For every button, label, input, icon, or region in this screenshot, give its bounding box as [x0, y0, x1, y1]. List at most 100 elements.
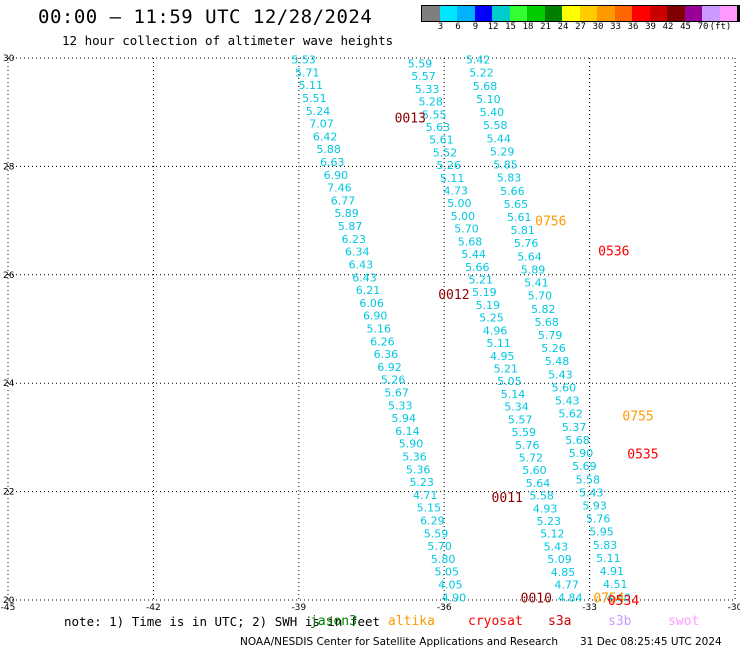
- scale-label: 24: [557, 22, 569, 32]
- chart-tick-labels: -45 -42 -39 -36 -33 -30 20 22 24 26 28 30: [1, 54, 740, 610]
- data-point-label: 5.43: [579, 486, 604, 499]
- data-point-label: 5.43: [548, 368, 573, 381]
- data-point-label: 6.23: [341, 233, 366, 246]
- scale-label: 45: [680, 22, 691, 32]
- data-point-label: 5.95: [589, 526, 614, 539]
- scale-swatch: [457, 6, 475, 21]
- scale-label: 12: [487, 22, 499, 32]
- time-label: 0011: [492, 491, 523, 506]
- scale-swatch: [562, 6, 580, 21]
- data-point-label: 5.40: [480, 106, 505, 119]
- data-point-label: 5.36: [402, 450, 427, 463]
- data-point-label: 5.90: [569, 447, 594, 460]
- data-point-label: 5.68: [565, 434, 590, 447]
- data-point-label: 4.96: [483, 324, 508, 337]
- data-point-label: 5.21: [469, 274, 494, 287]
- data-point-label: 5.16: [367, 322, 392, 335]
- time-label: 0755: [622, 410, 653, 425]
- data-point-label: 6.21: [356, 284, 381, 297]
- data-point-label: 7.07: [309, 118, 334, 131]
- data-point-label: 5.41: [524, 277, 549, 290]
- scale-swatch: [667, 6, 685, 21]
- y-tick-label: 22: [3, 488, 14, 498]
- satellite-legend: jason3 altika cryosat s3a s3b swot: [0, 614, 740, 630]
- data-point-label: 5.29: [490, 145, 515, 158]
- data-point-label: 5.68: [473, 80, 498, 93]
- x-tick-label: -33: [582, 603, 597, 610]
- scale-swatch: [492, 6, 510, 21]
- data-point-label: 5.71: [295, 66, 320, 79]
- data-point-label: 5.26: [381, 374, 406, 387]
- data-point-label: 5.63: [426, 121, 451, 134]
- scale-swatch: [614, 6, 632, 21]
- data-point-label: 5.43: [544, 540, 569, 553]
- data-point-label: 5.61: [507, 211, 532, 224]
- data-point-label: 5.05: [434, 566, 459, 579]
- data-point-label: 5.94: [392, 412, 417, 425]
- scale-label: 33: [610, 22, 621, 32]
- data-point-label: 4.84: [558, 591, 583, 604]
- data-point-label: 5.51: [302, 92, 327, 105]
- data-point-label: 5.11: [486, 337, 511, 350]
- data-point-label: 4.05: [438, 578, 463, 591]
- x-tick-label: -45: [1, 603, 16, 610]
- data-point-label: 5.70: [427, 540, 452, 553]
- scale-swatch: [422, 6, 440, 21]
- data-point-label: 5.60: [522, 464, 547, 477]
- color-scale-labels: 3 6 9 12 15 18 21 24 27 30 33 36 39 42 45 70 (ft): [421, 22, 740, 34]
- credit-text: NOAA/NESDIS Center for Satellite Applica…: [240, 636, 558, 648]
- x-tick-label: -36: [437, 603, 452, 610]
- legend-entry-jason3: jason3: [310, 614, 357, 629]
- data-point-label: 5.58: [483, 119, 508, 132]
- scale-label: 9: [472, 22, 479, 32]
- timestamp-text: 31 Dec 08:25:45 UTC 2024: [580, 636, 722, 648]
- data-point-label: 5.52: [433, 146, 458, 159]
- data-point-label: 5.33: [388, 399, 413, 412]
- data-point-label: 5.57: [411, 70, 436, 83]
- time-label: 0534: [608, 594, 639, 609]
- scale-swatch: [632, 6, 650, 21]
- data-point-label: 5.14: [501, 388, 526, 401]
- color-scale-bar: [421, 5, 740, 22]
- data-point-label: 6.90: [324, 169, 349, 182]
- data-point-label: 6.29: [420, 514, 445, 527]
- data-point-label: 5.68: [534, 316, 559, 329]
- data-point-label: 5.67: [384, 386, 409, 399]
- data-point-label: 5.66: [500, 185, 525, 198]
- data-point-label: 4.95: [490, 350, 515, 363]
- scale-swatch: [719, 6, 737, 21]
- scale-swatch: [684, 6, 702, 21]
- data-point-label: 5.65: [504, 198, 529, 211]
- scale-label: 36: [627, 22, 639, 32]
- data-point-label: 5.66: [465, 261, 490, 274]
- data-point-label: 5.62: [558, 408, 583, 421]
- data-point-label: 5.68: [458, 235, 483, 248]
- data-point-label: 4.90: [442, 591, 467, 604]
- data-point-label: 4.91: [600, 565, 625, 578]
- data-point-label: 5.89: [521, 263, 546, 276]
- data-point-label: 5.00: [447, 197, 472, 210]
- legend-entry-cryosat: cryosat: [468, 614, 523, 629]
- data-point-label: 5.10: [476, 93, 501, 106]
- y-tick-label: 24: [3, 379, 15, 389]
- scale-label: 39: [645, 22, 656, 32]
- data-point-label: 5.22: [469, 67, 494, 80]
- data-point-label: 4.85: [551, 566, 576, 579]
- data-point-label: 5.59: [511, 426, 536, 439]
- time-label: 0536: [598, 244, 629, 259]
- data-point-label: 5.25: [479, 312, 504, 325]
- scale-label: 27: [575, 22, 586, 32]
- scale-label: 70: [697, 22, 709, 32]
- time-label: 0756: [535, 215, 566, 230]
- data-point-label: 5.19: [476, 299, 501, 312]
- data-point-label: 5.59: [408, 57, 433, 70]
- scale-swatch: [509, 6, 527, 21]
- scale-label: (ft): [709, 22, 732, 32]
- scale-swatch: [544, 6, 562, 21]
- data-point-label: 5.44: [486, 132, 511, 145]
- data-point-label: 4.51: [603, 578, 628, 591]
- data-point-label: 5.81: [510, 224, 535, 237]
- scale-swatch: [474, 6, 492, 21]
- scale-swatch: [579, 6, 597, 21]
- data-point-label: 5.90: [399, 438, 424, 451]
